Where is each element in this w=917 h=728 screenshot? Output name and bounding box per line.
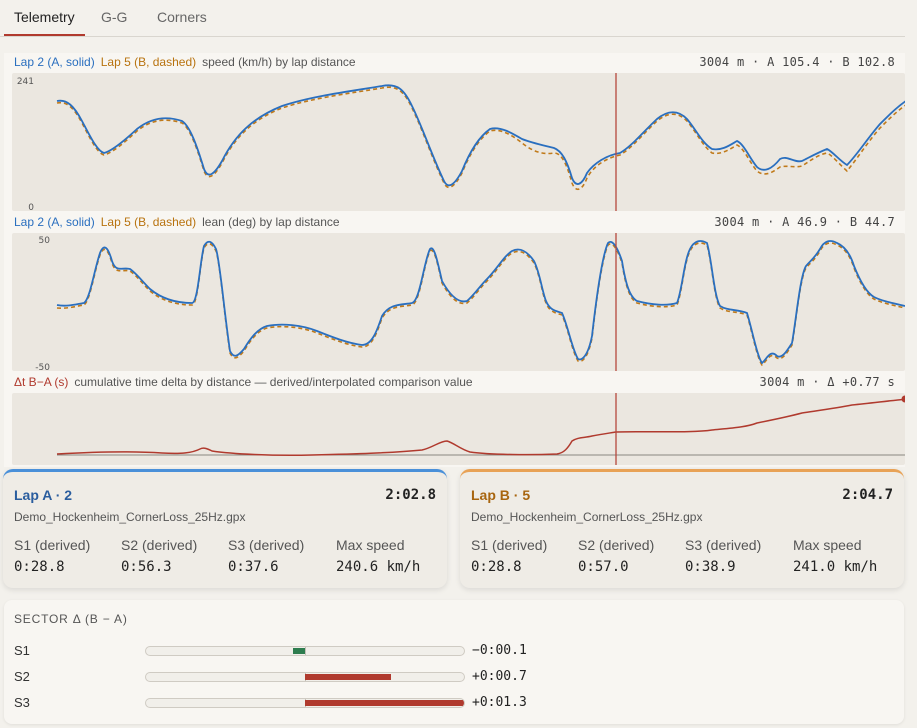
stat-label: S3 (derived) bbox=[228, 537, 305, 553]
tab-corners[interactable]: Corners bbox=[157, 9, 207, 25]
lap-b-stat-max-speed: Max speed 241.0 km/h bbox=[793, 537, 877, 575]
sector-bar-track bbox=[145, 698, 465, 708]
speed-plot-area[interactable]: 241 0 bbox=[12, 73, 905, 211]
lap-b-stat-s1: S1 (derived) 0:28.8 bbox=[471, 537, 547, 575]
lap-b-stat-s3: S3 (derived) 0:38.9 bbox=[685, 537, 761, 575]
lean-lap-a-legend: Lap 2 (A, solid) bbox=[14, 215, 95, 229]
delta-readout: 3004 m · Δ +0.77 s bbox=[759, 375, 895, 389]
speed-ymax-label: 241 bbox=[17, 77, 34, 87]
stat-value: 0:38.9 bbox=[685, 559, 736, 575]
lap-a-stat-max-speed: Max speed 240.6 km/h bbox=[336, 537, 420, 575]
sector-row-s3: S3 +0:01.3 bbox=[14, 693, 894, 713]
sector-delta-title: SECTOR Δ (B − A) bbox=[14, 612, 128, 626]
lean-ymin-label: -50 bbox=[35, 363, 50, 371]
lap-b-file: Demo_Hockenheim_CornerLoss_25Hz.gpx bbox=[471, 510, 703, 524]
lean-ymax-label: 50 bbox=[39, 236, 51, 246]
speed-chart-header: Lap 2 (A, solid) Lap 5 (B, dashed) speed (… bbox=[14, 53, 895, 71]
lap-b-time: 2:04.7 bbox=[842, 487, 893, 503]
stat-label: Max speed bbox=[336, 537, 405, 553]
sector-value: +0:00.7 bbox=[472, 669, 527, 684]
stat-label: S1 (derived) bbox=[14, 537, 91, 553]
lap-b-card: Lap B · 5 2:04.7 Demo_Hockenheim_CornerL… bbox=[460, 469, 904, 588]
lean-chart-description: lean (deg) by lap distance bbox=[202, 215, 340, 229]
sector-bar-fill bbox=[292, 648, 305, 654]
lean-lap-b-legend: Lap 5 (B, dashed) bbox=[100, 215, 197, 229]
sector-value: +0:01.3 bbox=[472, 695, 527, 710]
stat-label: S2 (derived) bbox=[121, 537, 198, 553]
lean-plot-area[interactable]: 50 -50 bbox=[12, 233, 905, 371]
lap-b-stat-s2: S2 (derived) 0:57.0 bbox=[578, 537, 654, 575]
stat-label: S3 (derived) bbox=[685, 537, 762, 553]
tab-g-g[interactable]: G-G bbox=[101, 9, 128, 25]
stat-label: Max speed bbox=[793, 537, 862, 553]
tab-telemetry[interactable]: Telemetry bbox=[4, 0, 85, 36]
stat-label: S1 (derived) bbox=[471, 537, 548, 553]
sector-delta-card: SECTOR Δ (B − A) S1 −0:00.1 S2 +0:00.7 S… bbox=[4, 600, 904, 724]
stat-value: 240.6 km/h bbox=[336, 559, 421, 575]
speed-ymin-label: 0 bbox=[28, 203, 34, 211]
stat-value: 0:37.6 bbox=[228, 559, 279, 575]
stat-value: 0:57.0 bbox=[578, 559, 629, 575]
stat-value: 0:56.3 bbox=[121, 559, 172, 575]
sector-row-s1: S1 −0:00.1 bbox=[14, 641, 894, 661]
lap-a-stat-s3: S3 (derived) 0:37.6 bbox=[228, 537, 304, 575]
stat-value: 241.0 km/h bbox=[793, 559, 878, 575]
delta-chart-description: cumulative time delta by distance — deri… bbox=[74, 375, 473, 389]
speed-lap-a-line bbox=[56, 84, 905, 187]
lean-chart-header: Lap 2 (A, solid) Lap 5 (B, dashed) lean (d… bbox=[14, 213, 895, 231]
sector-value: −0:00.1 bbox=[472, 643, 527, 658]
sector-row-s2: S2 +0:00.7 bbox=[14, 667, 894, 687]
lap-a-time: 2:02.8 bbox=[385, 487, 436, 503]
lap-a-card: Lap A · 2 2:02.8 Demo_Hockenheim_CornerL… bbox=[3, 469, 447, 588]
lap-a-file: Demo_Hockenheim_CornerLoss_25Hz.gpx bbox=[14, 510, 246, 524]
delta-chart: Δt B−A (s) cumulative time delta by dista… bbox=[4, 373, 905, 467]
lean-lap-b-line bbox=[56, 242, 905, 367]
stat-label: S2 (derived) bbox=[578, 537, 655, 553]
sector-bar-zero bbox=[305, 647, 306, 655]
stat-value: 0:28.8 bbox=[471, 559, 522, 575]
sector-bar-fill bbox=[305, 674, 391, 680]
speed-lap-a-legend: Lap 2 (A, solid) bbox=[14, 55, 95, 69]
sector-bar-fill bbox=[305, 700, 464, 706]
speed-chart: Lap 2 (A, solid) Lap 5 (B, dashed) speed (… bbox=[4, 53, 905, 213]
lean-lap-a-line bbox=[56, 240, 905, 365]
stat-value: 0:28.8 bbox=[14, 559, 65, 575]
delta-line bbox=[56, 398, 905, 457]
lap-a-stat-s2: S2 (derived) 0:56.3 bbox=[121, 537, 197, 575]
sector-bar-track bbox=[145, 646, 465, 656]
tab-bar: Telemetry G-G Corners bbox=[0, 0, 905, 37]
delta-plot-area[interactable] bbox=[12, 393, 905, 465]
lap-a-stat-s1: S1 (derived) 0:28.8 bbox=[14, 537, 90, 575]
sector-name: S1 bbox=[14, 643, 30, 658]
sector-name: S3 bbox=[14, 695, 30, 710]
delta-chart-header: Δt B−A (s) cumulative time delta by dista… bbox=[14, 373, 895, 391]
sector-bar-track bbox=[145, 672, 465, 682]
delta-label: Δt B−A (s) bbox=[14, 375, 69, 389]
lap-b-title: Lap B · 5 bbox=[471, 487, 531, 503]
lap-a-title: Lap A · 2 bbox=[14, 487, 73, 503]
speed-lap-b-legend: Lap 5 (B, dashed) bbox=[100, 55, 197, 69]
lean-readout: 3004 m · A 46.9 · B 44.7 bbox=[714, 215, 895, 229]
speed-readout: 3004 m · A 105.4 · B 102.8 bbox=[699, 55, 895, 69]
delta-end-marker bbox=[901, 395, 905, 403]
speed-chart-description: speed (km/h) by lap distance bbox=[202, 55, 356, 69]
sector-name: S2 bbox=[14, 669, 30, 684]
lean-chart: Lap 2 (A, solid) Lap 5 (B, dashed) lean (d… bbox=[4, 213, 905, 373]
